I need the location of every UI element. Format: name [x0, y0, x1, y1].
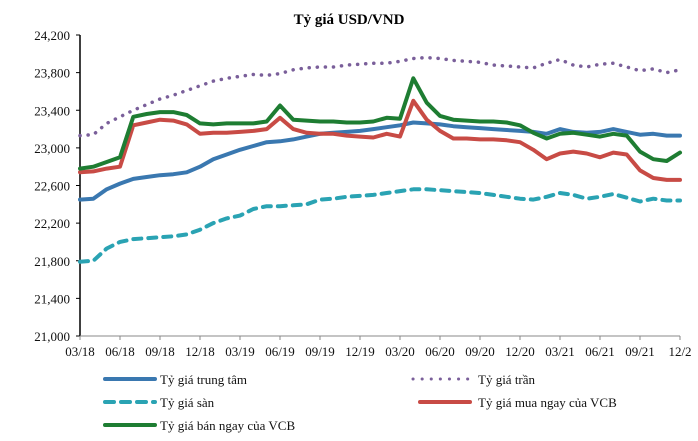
legend-item-mua-vcb: Tỷ giá mua ngay của VCB	[418, 395, 617, 410]
x-axis: 03/18 06/18 09/18 12/18 03/19 06/19 09/19 12/19…	[65, 335, 692, 359]
y-tick-label: 24,200	[34, 28, 70, 43]
x-tick-label: 09/18	[145, 344, 175, 359]
series-line	[78, 76, 682, 171]
y-tick-label: 23,800	[34, 66, 70, 81]
legend-item-san: Tỷ giá sàn	[103, 395, 215, 410]
y-tick-label: 21,000	[34, 329, 70, 344]
legend: Tỷ giá trung tâm Tỷ giá trần Tỷ giá sàn …	[103, 372, 617, 433]
x-tick-label: 12/19	[345, 344, 375, 359]
svg-text:Tỷ giá trần: Tỷ giá trần	[478, 372, 536, 387]
legend-item-tran: Tỷ giá trần	[411, 372, 536, 387]
y-tick-label: 22,600	[34, 179, 70, 194]
x-tick-label: 12/18	[185, 344, 215, 359]
chart-title: Tỷ giá USD/VND	[294, 12, 405, 28]
series-line	[78, 187, 682, 264]
x-tick-label: 09/21	[625, 344, 655, 359]
plot-area	[78, 55, 682, 264]
svg-text:Tỷ giá trung tâm: Tỷ giá trung tâm	[160, 372, 247, 387]
x-tick-label: 06/21	[585, 344, 615, 359]
legend-item-trung-tam: Tỷ giá trung tâm	[103, 372, 247, 387]
svg-text:Tỷ giá mua ngay của VCB: Tỷ giá mua ngay của VCB	[478, 395, 617, 410]
y-axis: 21,000 21,400 21,800 22,200 22,600 23,000 23,4…	[34, 28, 81, 344]
y-tick-label: 23,000	[34, 141, 70, 156]
x-tick-label: 09/19	[305, 344, 335, 359]
x-tick-label: 03/21	[545, 344, 575, 359]
x-tick-label: 12/2	[668, 344, 691, 359]
x-tick-label: 06/19	[265, 344, 295, 359]
y-tick-label: 23,400	[34, 103, 70, 118]
series-line	[78, 55, 682, 138]
x-tick-label: 03/18	[65, 344, 95, 359]
y-tick-label: 21,400	[34, 291, 70, 306]
x-tick-label: 03/20	[385, 344, 415, 359]
legend-item-ban-vcb: Tỷ giá bán ngay của VCB	[103, 418, 295, 433]
series-line	[78, 98, 682, 182]
svg-text:Tỷ giá sàn: Tỷ giá sàn	[160, 395, 215, 410]
x-tick-label: 06/20	[425, 344, 455, 359]
y-tick-label: 22,200	[34, 216, 70, 231]
x-tick-label: 06/18	[105, 344, 135, 359]
svg-text:Tỷ giá bán ngay của VCB: Tỷ giá bán ngay của VCB	[160, 418, 295, 433]
x-tick-label: 09/20	[465, 344, 495, 359]
x-tick-label: 03/19	[225, 344, 255, 359]
x-tick-label: 12/20	[505, 344, 535, 359]
y-tick-label: 21,800	[34, 254, 70, 269]
